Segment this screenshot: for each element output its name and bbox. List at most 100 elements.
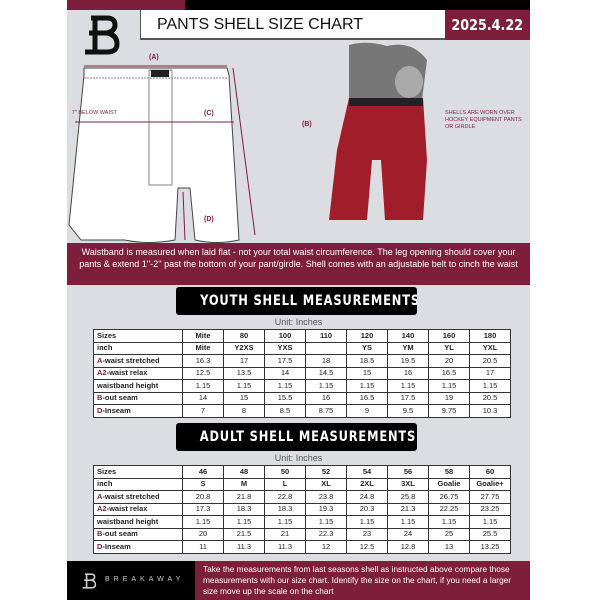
table-cell: 2XL [346, 477, 388, 491]
shorts-illustration [68, 42, 427, 243]
table-cell: 17 [223, 354, 265, 368]
table-cell: 100 [264, 329, 306, 343]
row-label: waistband height [93, 515, 183, 529]
table-cell: 180 [469, 329, 511, 343]
table-cell [305, 341, 347, 355]
adult-unit: Unit: Inches [274, 453, 323, 463]
table-cell: 18.3 [223, 502, 265, 516]
table-cell: 1.15 [223, 515, 265, 529]
table-cell: 21.3 [387, 502, 429, 516]
table-cell: 58 [428, 465, 470, 479]
table-cell: YM [387, 341, 429, 355]
measure-code: A2 [97, 504, 107, 514]
table-cell: M [223, 477, 265, 491]
table-cell: Mite [182, 329, 224, 343]
table-cell: 15 [223, 391, 265, 405]
table-cell: 17 [469, 366, 511, 380]
footer: BREAKAWAY Take the measurements from las… [67, 561, 530, 600]
table-cell: 48 [223, 465, 265, 479]
table-cell: Mite [182, 341, 224, 355]
table-cell: 27.75 [469, 490, 511, 504]
measure-code: B [97, 529, 103, 539]
date-text: 2025.4.22 [451, 16, 524, 34]
table-cell: 20 [428, 354, 470, 368]
table-row: inch Mite Y2XS YXS YS YM YL YXL [93, 341, 511, 355]
table-cell: 11.3 [264, 540, 306, 554]
table-cell: Goalie+ [469, 477, 511, 491]
measure-code: A [97, 491, 103, 501]
measure-name: -waist relax [106, 368, 148, 378]
table-cell: 20.5 [469, 391, 511, 405]
table-cell: 9 [346, 404, 388, 418]
side-note: SHELLS ARE WORN OVER HOCKEY EQUIPMENT PA… [445, 110, 522, 130]
top-bar [67, 0, 530, 10]
table-cell: L [264, 477, 306, 491]
label-d: (D) [204, 216, 214, 223]
table-cell: 7 [182, 404, 224, 418]
youth-title-text: YOUTH SHELL MEASUREMENTS [200, 293, 417, 309]
table-cell: 14 [182, 391, 224, 405]
row-label: Sizes [93, 465, 183, 479]
table-cell: YS [346, 341, 388, 355]
table-cell: 24.8 [346, 490, 388, 504]
table-cell: 1.15 [264, 515, 306, 529]
table-cell: 1.15 [346, 379, 388, 393]
table-row: waistband height 1.15 1.15 1.15 1.15 1.15 1.15… [93, 515, 511, 529]
page-title: PANTS SHELL SIZE CHART [140, 10, 445, 40]
table-cell: 110 [305, 329, 347, 343]
table-cell: 60 [469, 465, 511, 479]
row-label-text: Sizes [97, 330, 117, 340]
table-row: B-out seam 14 15 15.5 16 16.5 17.5 19 20.5 [93, 391, 511, 405]
measure-name: -Inseam [102, 405, 131, 415]
table-cell: 1.15 [264, 379, 306, 393]
table-cell: 1.15 [428, 379, 470, 393]
table-row: A2-waist relax 17.3 18.3 18.3 19.3 20.3 21.3 22… [93, 502, 511, 516]
table-row: Sizes Mite 80 100 110 120 140 160 180 [93, 329, 511, 343]
table-cell: 17.3 [182, 502, 224, 516]
table-cell: 22.3 [305, 527, 347, 541]
measure-code: B [97, 393, 103, 403]
measure-name: -out seam [102, 393, 138, 403]
row-label: inch [93, 341, 183, 355]
table-cell: 1.15 [346, 515, 388, 529]
table-cell: 20.3 [346, 502, 388, 516]
table-row: A-waist stretched 16.3 17 17.5 18 18.5 19.5 20 2… [93, 354, 511, 368]
table-cell: 15.5 [264, 391, 306, 405]
table-cell: 25.8 [387, 490, 429, 504]
table-cell: 50 [264, 465, 306, 479]
measurement-banner: Waistband is measured when laid flat - n… [67, 243, 530, 285]
measure-name: waistband height [97, 380, 159, 390]
table-row: B-out seam 20 21.5 21 22.3 23 24 25 25.5 [93, 527, 511, 541]
brand-name: BREAKAWAY [105, 576, 185, 583]
row-label: inch [93, 477, 183, 491]
table-cell: Goalie [428, 477, 470, 491]
row-label: A-waist stretched [93, 490, 183, 504]
row-label-text: Sizes [97, 466, 117, 476]
table-cell: 11 [182, 540, 224, 554]
adult-title-text: ADULT SHELL MEASUREMENTS [199, 429, 417, 445]
table-cell: 54 [346, 465, 388, 479]
measure-code: D [97, 405, 103, 415]
measure-name: -waist stretched [102, 355, 160, 365]
label-b: (B) [302, 121, 312, 128]
table-cell: 1.15 [387, 515, 429, 529]
table-cell: 16.5 [428, 366, 470, 380]
measure-name: -out seam [102, 529, 138, 539]
table-cell: 12 [305, 540, 347, 554]
row-label: A2-waist relax [93, 502, 183, 516]
youth-unit: Unit: Inches [274, 317, 323, 327]
table-cell: 12.5 [346, 540, 388, 554]
label-a: (A) [149, 54, 159, 61]
table-cell: 80 [223, 329, 265, 343]
table-cell: 16.5 [346, 391, 388, 405]
table-row: A2-waist relax 12.5 13.5 14 14.5 15 16 16.5 17 [93, 366, 511, 380]
table-cell: 22.25 [428, 502, 470, 516]
table-cell: 18.3 [264, 502, 306, 516]
size-chart-page: PANTS SHELL SIZE CHART 2025.4.22 (A) (C)… [67, 0, 530, 600]
table-cell: 16.3 [182, 354, 224, 368]
table-row: D-Inseam 7 8 8.5 8.75 9 9.5 9.75 10.3 [93, 404, 511, 418]
table-cell: 1.15 [428, 515, 470, 529]
footer-logo-icon [82, 573, 97, 589]
table-cell: 1.15 [387, 379, 429, 393]
table-cell: 21.5 [223, 527, 265, 541]
